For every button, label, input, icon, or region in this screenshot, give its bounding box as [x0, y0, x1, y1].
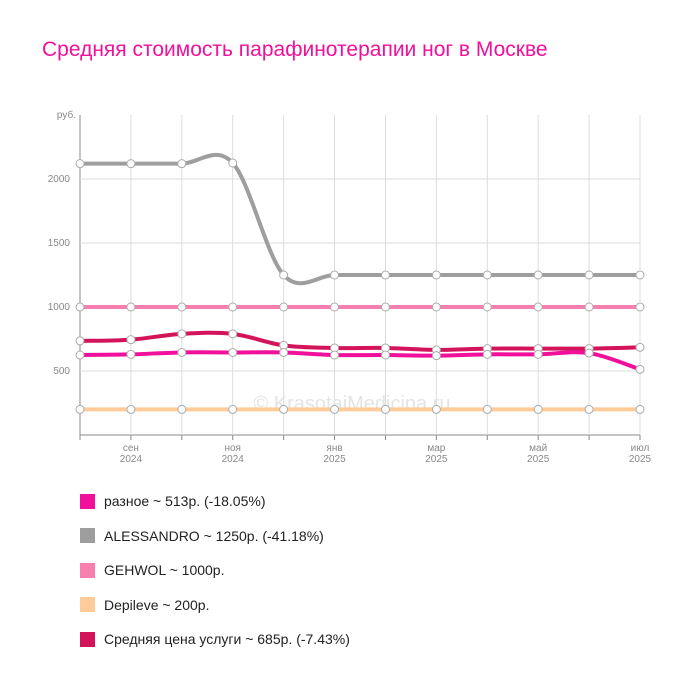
- point: [533, 349, 543, 359]
- line: [79, 350, 641, 372]
- point: [177, 347, 187, 357]
- legend-swatch: [80, 597, 95, 613]
- y-tick-label: 2000: [48, 174, 71, 185]
- y-tick-label: 500: [53, 366, 70, 377]
- point: [177, 159, 187, 169]
- chart-title: Средняя стоимость парафинотерапии ног в …: [42, 38, 548, 61]
- x-tick-label-line: ноя: [224, 443, 241, 454]
- point: [380, 302, 390, 312]
- x-tick-label-line: 2025: [425, 454, 448, 465]
- point: [533, 404, 543, 414]
- point: [75, 302, 85, 312]
- legend-label: разное ~ 513р. (-18.05%): [104, 493, 266, 510]
- x-tick-label-line: мар: [427, 443, 445, 454]
- point: [584, 404, 594, 414]
- legend-item: Depileve ~ 200р.: [80, 588, 350, 623]
- legend-swatch: [80, 493, 95, 509]
- point: [482, 349, 492, 359]
- point: [177, 404, 187, 414]
- point: [330, 404, 340, 414]
- point: [279, 404, 289, 414]
- point: [228, 347, 238, 357]
- point: [126, 159, 136, 169]
- point: [380, 404, 390, 414]
- legend-swatch: [80, 528, 95, 544]
- point: [75, 350, 85, 360]
- point: [228, 329, 238, 339]
- point: [584, 270, 594, 280]
- point: [279, 347, 289, 357]
- legend-item: Средняя цена услуги ~ 685р. (-7.43%): [80, 622, 350, 657]
- point: [228, 302, 238, 312]
- x-tick-label-line: 2025: [527, 454, 550, 465]
- legend-swatch: [80, 631, 95, 647]
- point: [482, 302, 492, 312]
- point: [330, 350, 340, 360]
- point: [228, 158, 238, 168]
- y-tick-label: 1500: [48, 238, 71, 249]
- point: [584, 348, 594, 358]
- point: [126, 349, 136, 359]
- point: [431, 404, 441, 414]
- point: [279, 270, 289, 280]
- point: [228, 404, 238, 414]
- legend-label: Depileve ~ 200р.: [104, 596, 210, 613]
- x-tick-label-line: янв: [326, 443, 342, 454]
- point: [126, 404, 136, 414]
- point: [431, 270, 441, 280]
- y-tick-label: 1000: [48, 302, 71, 313]
- legend-item: разное ~ 513р. (-18.05%): [80, 484, 350, 519]
- x-tick-label: мар 2025: [425, 443, 448, 465]
- point: [75, 404, 85, 414]
- legend-item: GEHWOL ~ 1000р.: [80, 553, 350, 588]
- x-tick-label-line: 2024: [222, 454, 245, 465]
- point: [533, 302, 543, 312]
- x-tick-label: янв 2025: [323, 443, 346, 465]
- point: [75, 336, 85, 346]
- point: [177, 302, 187, 312]
- x-tick-label-line: 2025: [323, 454, 346, 465]
- point: [635, 404, 645, 414]
- point: [584, 302, 594, 312]
- line: [79, 330, 641, 352]
- legend-swatch: [80, 562, 95, 578]
- x-tick-label: ноя 2024: [222, 443, 245, 465]
- point: [635, 342, 645, 352]
- point: [75, 159, 85, 169]
- point: [635, 302, 645, 312]
- legend-label: ALESSANDRO ~ 1250р. (-41.18%): [104, 527, 324, 544]
- x-tick-label: сен 2024: [120, 443, 143, 465]
- legend: разное ~ 513р. (-18.05%) ALESSANDRO ~ 125…: [80, 484, 350, 657]
- point: [177, 329, 187, 339]
- x-tick-label-line: 2024: [120, 454, 143, 465]
- legend-label: Средняя цена услуги ~ 685р. (-7.43%): [104, 631, 350, 648]
- point: [380, 350, 390, 360]
- point: [482, 404, 492, 414]
- point: [635, 364, 645, 374]
- point: [431, 351, 441, 361]
- point: [126, 302, 136, 312]
- point: [533, 270, 543, 280]
- point: [279, 302, 289, 312]
- point: [330, 302, 340, 312]
- x-tick-label-line: май: [529, 443, 547, 454]
- point: [431, 302, 441, 312]
- legend-label: GEHWOL ~ 1000р.: [104, 562, 225, 579]
- point: [380, 270, 390, 280]
- x-tick-label: июл 2025: [629, 443, 652, 465]
- point: [330, 270, 340, 280]
- x-tick-label: май 2025: [527, 443, 550, 465]
- x-tick-label-line: 2025: [629, 454, 652, 465]
- point: [635, 270, 645, 280]
- x-tick-label-line: сен: [123, 443, 139, 454]
- point: [482, 270, 492, 280]
- legend-item: ALESSANDRO ~ 1250р. (-41.18%): [80, 519, 350, 554]
- y-axis-label: руб.: [57, 109, 76, 121]
- x-tick-label-line: июл: [631, 443, 650, 454]
- point: [126, 335, 136, 345]
- line: [79, 152, 640, 286]
